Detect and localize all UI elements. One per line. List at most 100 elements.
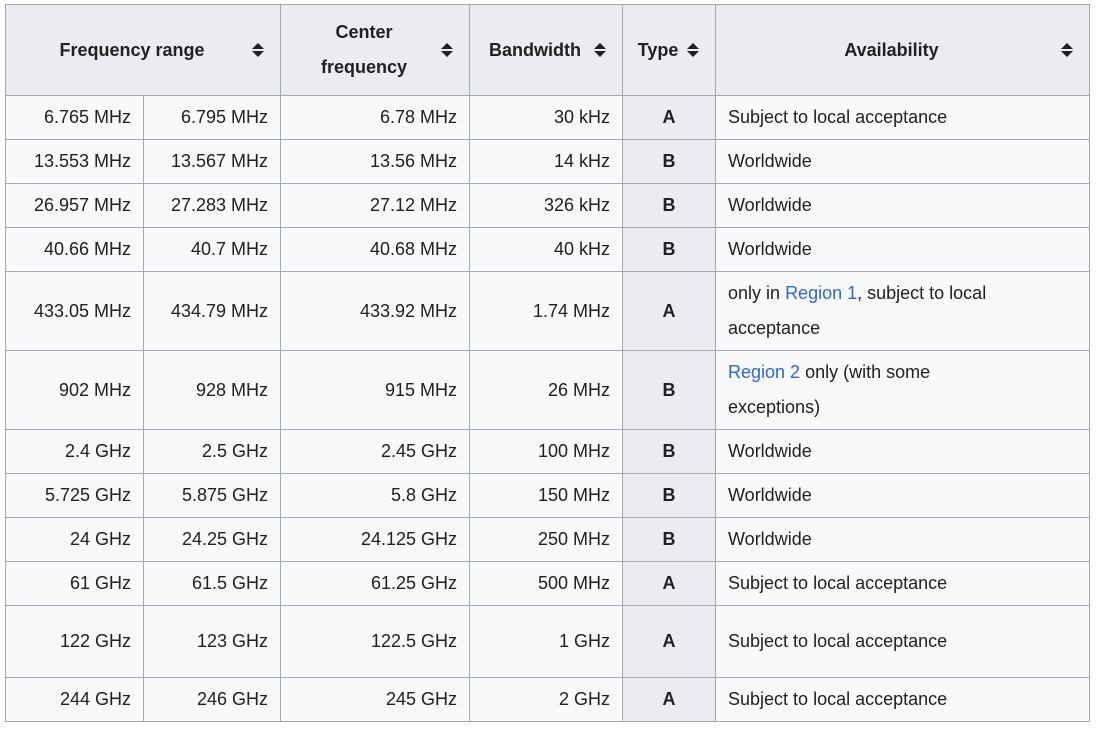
table-row: 5.725 GHz 5.875 GHz 5.8 GHz 150 MHz B Wo… — [5, 473, 1090, 518]
frequency-high-cell: 13.567 MHz — [142, 139, 282, 184]
sort-icon[interactable] — [441, 43, 454, 57]
frequency-low-cell: 902 MHz — [5, 350, 144, 430]
region-link[interactable]: Region 2 — [728, 362, 801, 382]
availability-text: Subject to local acceptance — [728, 689, 948, 709]
frequency-high-cell: 61.5 GHz — [142, 561, 282, 606]
table-row: 122 GHz 123 GHz 122.5 GHz 1 GHz A Subjec… — [5, 605, 1090, 678]
table-row: 40.66 MHz 40.7 MHz 40.68 MHz 40 kHz B Wo… — [5, 227, 1090, 272]
bandwidth-cell: 100 MHz — [469, 429, 624, 474]
table-row: 433.05 MHz 434.79 MHz 433.92 MHz 1.74 MH… — [5, 271, 1090, 351]
center-frequency-cell: 40.68 MHz — [280, 227, 471, 272]
type-cell: B — [622, 350, 717, 430]
availability-text: Worldwide — [728, 529, 812, 549]
column-header-label: Center frequency — [321, 22, 408, 77]
availability-cell: Region 2 only (with some exceptions) — [715, 350, 1090, 430]
frequency-low-cell: 61 GHz — [5, 561, 144, 606]
table-row: 13.553 MHz 13.567 MHz 13.56 MHz 14 kHz B… — [5, 139, 1090, 184]
bandwidth-cell: 14 kHz — [469, 139, 624, 184]
center-frequency-cell: 5.8 GHz — [280, 473, 471, 518]
table-row: 24 GHz 24.25 GHz 24.125 GHz 250 MHz B Wo… — [5, 517, 1090, 562]
type-cell: B — [622, 429, 717, 474]
type-cell: A — [622, 605, 717, 678]
availability-cell: Subject to local acceptance — [715, 677, 1090, 722]
center-frequency-cell: 245 GHz — [280, 677, 471, 722]
availability-text: only in — [728, 283, 786, 303]
region-link[interactable]: Region 1 — [785, 283, 858, 303]
frequency-low-cell: 244 GHz — [5, 677, 144, 722]
bandwidth-cell: 150 MHz — [469, 473, 624, 518]
frequency-low-cell: 24 GHz — [5, 517, 144, 562]
table-row: 61 GHz 61.5 GHz 61.25 GHz 500 MHz A Subj… — [5, 561, 1090, 606]
frequency-high-cell: 434.79 MHz — [142, 271, 282, 351]
column-header-availability[interactable]: Availability — [715, 4, 1090, 96]
availability-cell: only in Region 1, subject to local accep… — [715, 271, 1090, 351]
availability-cell: Worldwide — [715, 183, 1090, 228]
center-frequency-cell: 915 MHz — [280, 350, 471, 430]
sort-icon[interactable] — [1061, 43, 1073, 57]
availability-text: Worldwide — [728, 151, 812, 171]
column-header-bandwidth[interactable]: Bandwidth — [469, 4, 624, 96]
frequency-high-cell: 2.5 GHz — [142, 429, 282, 474]
frequency-low-cell: 2.4 GHz — [5, 429, 144, 474]
sort-down-triangle-icon — [687, 51, 700, 57]
column-header-label: Bandwidth — [489, 39, 582, 60]
frequency-low-cell: 433.05 MHz — [5, 271, 144, 351]
center-frequency-cell: 6.78 MHz — [280, 95, 471, 140]
type-cell: A — [622, 677, 717, 722]
availability-cell: Subject to local acceptance — [715, 561, 1090, 606]
sort-icon[interactable] — [594, 43, 607, 57]
availability-cell: Worldwide — [715, 473, 1090, 518]
table-row: 902 MHz 928 MHz 915 MHz 26 MHz B Region … — [5, 350, 1090, 430]
center-frequency-cell: 13.56 MHz — [280, 139, 471, 184]
sort-icon[interactable] — [252, 43, 265, 57]
frequency-high-cell: 123 GHz — [142, 605, 282, 678]
availability-text: only (with some exceptions) — [728, 362, 931, 417]
column-header-frequency-range[interactable]: Frequency range — [4, 4, 282, 96]
sort-up-triangle-icon — [687, 43, 700, 49]
availability-text: Subject to local acceptance — [728, 107, 948, 127]
frequency-low-cell: 40.66 MHz — [5, 227, 144, 272]
column-header-label: Frequency range — [59, 39, 205, 60]
sort-icon[interactable] — [687, 43, 700, 57]
bandwidth-cell: 2 GHz — [469, 677, 624, 722]
frequency-low-cell: 13.553 MHz — [5, 139, 144, 184]
ism-bands-table: Frequency range Center frequency Bandwid… — [4, 4, 1090, 722]
bandwidth-cell: 1.74 MHz — [469, 271, 624, 351]
availability-text: Subject to local acceptance — [728, 573, 948, 593]
availability-text: Worldwide — [728, 239, 812, 259]
availability-cell: Subject to local acceptance — [715, 605, 1090, 678]
availability-text: Worldwide — [728, 485, 812, 505]
table-row: 244 GHz 246 GHz 245 GHz 2 GHz A Subject … — [5, 677, 1090, 722]
sort-up-triangle-icon — [594, 43, 607, 49]
frequency-high-cell: 246 GHz — [142, 677, 282, 722]
availability-cell: Worldwide — [715, 429, 1090, 474]
bandwidth-cell: 40 kHz — [469, 227, 624, 272]
frequency-high-cell: 40.7 MHz — [142, 227, 282, 272]
sort-down-triangle-icon — [1061, 51, 1073, 57]
availability-cell: Worldwide — [715, 139, 1090, 184]
column-header-center-frequency[interactable]: Center frequency — [280, 4, 471, 96]
sort-up-triangle-icon — [252, 43, 265, 49]
frequency-high-cell: 24.25 GHz — [142, 517, 282, 562]
column-header-type[interactable]: Type — [622, 4, 717, 96]
bandwidth-cell: 250 MHz — [469, 517, 624, 562]
availability-text: Worldwide — [728, 441, 812, 461]
availability-text: , subject to local acceptance — [728, 283, 987, 338]
center-frequency-cell: 2.45 GHz — [280, 429, 471, 474]
type-cell: B — [622, 227, 717, 272]
bandwidth-cell: 26 MHz — [469, 350, 624, 430]
type-cell: B — [622, 183, 717, 228]
bandwidth-cell: 30 kHz — [469, 95, 624, 140]
center-frequency-cell: 122.5 GHz — [280, 605, 471, 678]
frequency-low-cell: 6.765 MHz — [5, 95, 144, 140]
center-frequency-cell: 61.25 GHz — [280, 561, 471, 606]
availability-text: Subject to local acceptance — [728, 631, 948, 651]
column-header-label: Availability — [844, 39, 939, 60]
type-cell: A — [622, 95, 717, 140]
frequency-low-cell: 122 GHz — [5, 605, 144, 678]
column-header-label: Type — [637, 39, 679, 60]
header-row: Frequency range Center frequency Bandwid… — [4, 4, 1090, 96]
sort-down-triangle-icon — [594, 51, 607, 57]
frequency-low-cell: 5.725 GHz — [5, 473, 144, 518]
